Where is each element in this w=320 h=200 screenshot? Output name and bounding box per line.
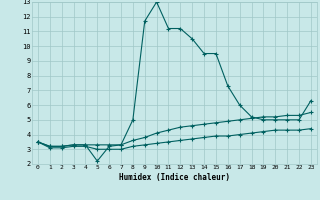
X-axis label: Humidex (Indice chaleur): Humidex (Indice chaleur) (119, 173, 230, 182)
